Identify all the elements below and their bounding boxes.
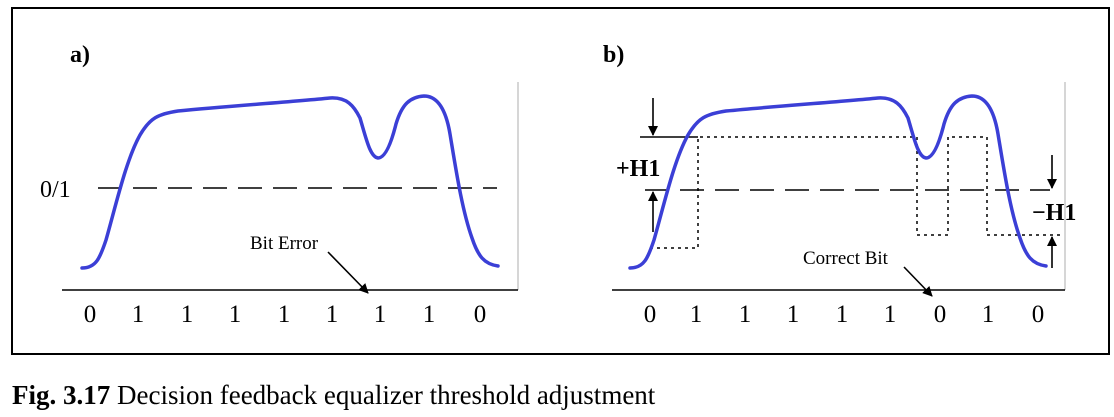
panel-a-threshold-label: 0/1 (40, 177, 71, 203)
panel-a-annotation: Bit Error (250, 233, 319, 254)
panel-a-signal (80, 94, 500, 270)
bit-label: 1 (884, 301, 897, 328)
figure-frame (11, 7, 1110, 355)
bit-label: 1 (690, 301, 703, 328)
bit-label: 1 (326, 301, 339, 328)
panel-a-label: a) (70, 42, 90, 68)
figure: a) 0/1 Bit Error 0 1 1 1 1 1 1 1 0 b) (11, 7, 1110, 355)
panel-b-signal (628, 94, 1048, 270)
panel-b-label: b) (603, 42, 624, 68)
panel-b-annotation: Correct Bit (803, 248, 889, 269)
bit-label: 0 (1032, 301, 1045, 328)
bit-label: 0 (84, 301, 97, 328)
panel-b-bits: 0 1 1 1 1 1 0 1 0 (644, 301, 1045, 328)
bit-label: 1 (739, 301, 752, 328)
bit-label: 0 (644, 301, 657, 328)
minus-h1-label: −H1 (1032, 200, 1076, 226)
bit-label: 1 (132, 301, 145, 328)
bit-label: 1 (374, 301, 387, 328)
bit-label: 0 (474, 301, 487, 328)
bit-label: 1 (836, 301, 849, 328)
panel-a-annotation-arrow (327, 251, 369, 294)
panel-a-bits: 0 1 1 1 1 1 1 1 0 (84, 301, 487, 328)
panel-b-decision-levels (650, 136, 1062, 249)
bit-label: 0 (934, 301, 947, 328)
bit-label: 1 (423, 301, 436, 328)
panel-a: a) 0/1 Bit Error 0 1 1 1 1 1 1 1 0 (40, 42, 519, 328)
figure-caption: Fig. 3.17 Decision feedback equalizer th… (12, 380, 655, 411)
bit-label: 1 (181, 301, 194, 328)
bit-label: 1 (229, 301, 242, 328)
bit-label: 1 (982, 301, 995, 328)
bit-label: 1 (787, 301, 800, 328)
caption-prefix: Fig. 3.17 (12, 380, 111, 410)
panel-b: b) +H1 −H1 Correct Bit 0 1 1 1 1 1 0 (603, 42, 1076, 328)
plus-h1-label: +H1 (616, 156, 660, 182)
bit-label: 1 (278, 301, 291, 328)
panel-b-annotation-arrow (903, 266, 933, 297)
caption-text: Decision feedback equalizer threshold ad… (110, 380, 656, 410)
